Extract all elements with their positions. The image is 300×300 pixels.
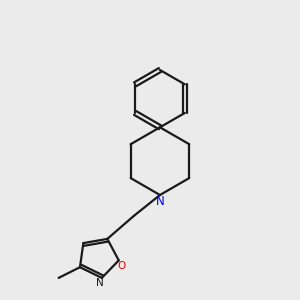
Text: O: O bbox=[117, 261, 126, 271]
Text: N: N bbox=[96, 278, 104, 288]
Text: N: N bbox=[156, 195, 164, 208]
